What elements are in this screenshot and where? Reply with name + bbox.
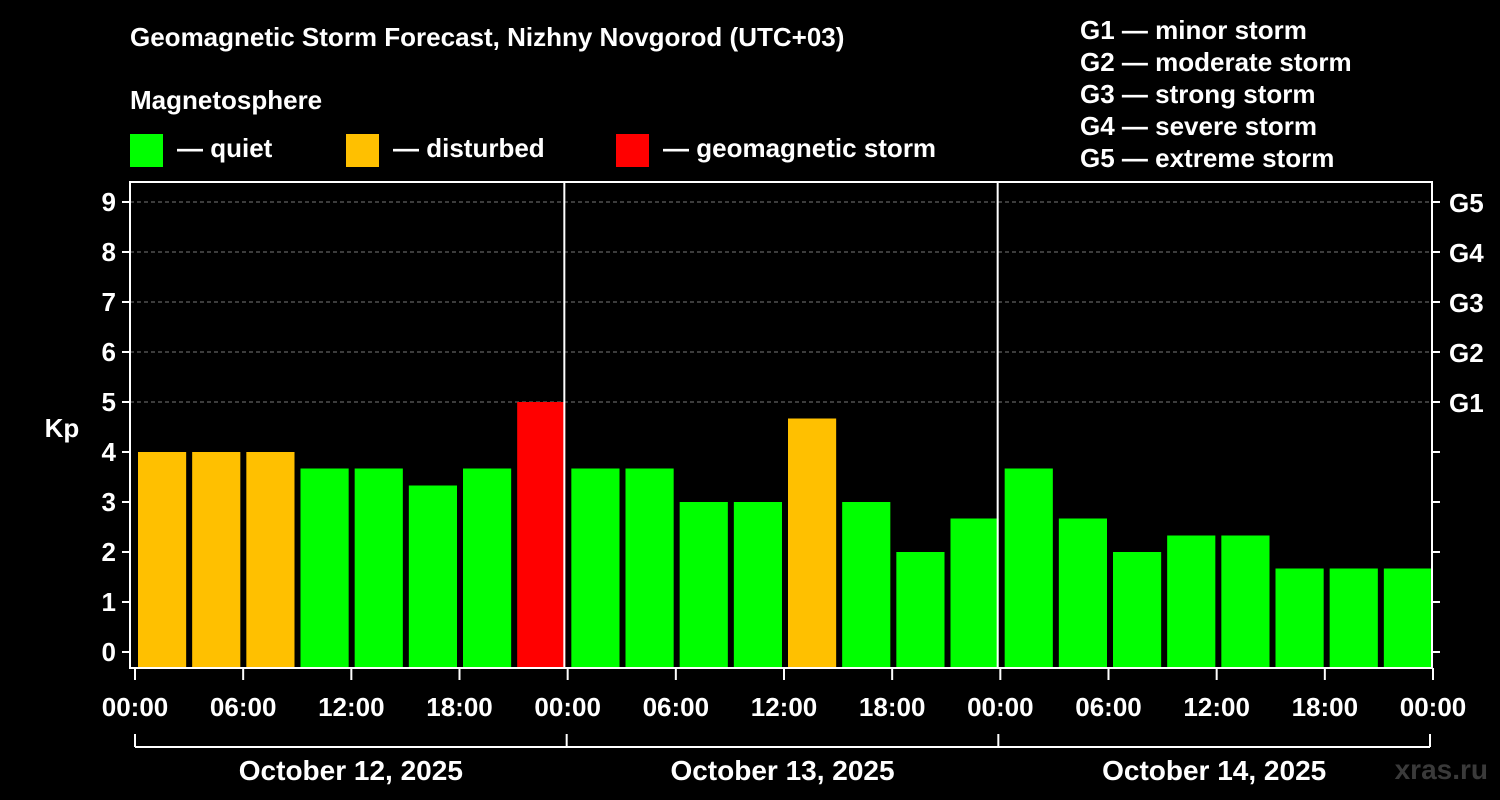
bar-23	[1383, 568, 1432, 667]
storm-scale-g2: G2 — moderate storm	[1080, 47, 1352, 77]
bar-12	[788, 418, 837, 667]
x-tick-label-11: 18:00	[1292, 692, 1359, 722]
y-tick-label-9: 9	[102, 187, 116, 217]
y-tick-label-7: 7	[102, 287, 116, 317]
grid-layer	[130, 201, 1432, 403]
y-tick-label-1: 1	[102, 587, 116, 617]
legend-label-disturbed: — disturbed	[393, 133, 545, 163]
bar-4	[354, 468, 403, 667]
chart-title: Geomagnetic Storm Forecast, Nizhny Novgo…	[130, 22, 845, 52]
x-tick-label-10: 12:00	[1183, 692, 1250, 722]
y-tick-label-2: 2	[102, 537, 116, 567]
legend-swatch-quiet	[130, 134, 163, 167]
x-tick-label-12: 00:00	[1400, 692, 1467, 722]
x-tick-label-8: 00:00	[967, 692, 1034, 722]
y-tick-label-8: 8	[102, 237, 116, 267]
axes-layer: 0 1 2 3 4 5 6 7 8 9 Kp G1 G2 G3 G4 G5 00:00 06:00 12:00 18:…	[45, 181, 1484, 786]
x-tick-label-3: 18:00	[426, 692, 493, 722]
bar-15	[950, 518, 999, 667]
bar-18	[1113, 552, 1162, 667]
g-label-G4: G4	[1449, 238, 1484, 268]
bars-layer	[138, 402, 1432, 667]
storm-scale-g3: G3 — strong storm	[1080, 79, 1316, 109]
x-tick-label-2: 12:00	[318, 692, 385, 722]
legend-label-storm: — geomagnetic storm	[663, 133, 937, 163]
plot-frame	[129, 181, 1433, 669]
bar-10	[679, 502, 728, 667]
y-tick-label-3: 3	[102, 487, 116, 517]
x-tick-label-5: 06:00	[643, 692, 710, 722]
storm-scale-g5: G5 — extreme storm	[1080, 143, 1335, 173]
bar-2	[246, 452, 295, 667]
bar-3	[300, 468, 349, 667]
y-tick-label-5: 5	[102, 387, 116, 417]
bar-6	[463, 468, 512, 667]
bar-5	[408, 485, 457, 667]
bar-9	[625, 468, 674, 667]
bar-7	[517, 402, 566, 667]
x-tick-label-6: 12:00	[751, 692, 818, 722]
g-label-G3: G3	[1449, 288, 1484, 318]
bar-1	[192, 452, 241, 667]
bar-16	[1004, 468, 1053, 667]
bar-17	[1058, 518, 1107, 667]
watermark: xras.ru	[1394, 754, 1488, 785]
bar-21	[1275, 568, 1324, 667]
storm-scale-g4: G4 — severe storm	[1080, 111, 1318, 141]
x-tick-label-7: 18:00	[859, 692, 926, 722]
y-tick-label-0: 0	[102, 637, 116, 667]
bar-0	[138, 452, 187, 667]
legend-swatch-disturbed	[346, 134, 379, 167]
legend-heading: Magnetosphere	[130, 85, 323, 115]
y-tick-label-6: 6	[102, 337, 116, 367]
legend-swatch-storm	[616, 134, 649, 167]
g-label-G1: G1	[1449, 388, 1484, 418]
x-tick-label-4: 00:00	[534, 692, 601, 722]
y-tick-label-4: 4	[102, 437, 117, 467]
x-tick-label-1: 06:00	[210, 692, 277, 722]
x-tick-label-0: 00:00	[102, 692, 169, 722]
storm-scale-g1: G1 — minor storm	[1080, 15, 1307, 45]
bar-19	[1167, 535, 1216, 667]
legend-label-quiet: — quiet	[177, 133, 273, 163]
bar-22	[1329, 568, 1378, 667]
bar-11	[733, 502, 782, 667]
x-tick-label-9: 06:00	[1075, 692, 1142, 722]
g-label-G5: G5	[1449, 188, 1484, 218]
bar-14	[896, 552, 945, 667]
g-label-G2: G2	[1449, 338, 1484, 368]
bar-20	[1221, 535, 1270, 667]
y-axis-label: Kp	[45, 413, 80, 443]
bar-13	[842, 502, 891, 667]
day-label-2: October 14, 2025	[1102, 755, 1326, 786]
bar-8	[571, 468, 620, 667]
day-label-1: October 13, 2025	[670, 755, 894, 786]
day-label-0: October 12, 2025	[239, 755, 463, 786]
